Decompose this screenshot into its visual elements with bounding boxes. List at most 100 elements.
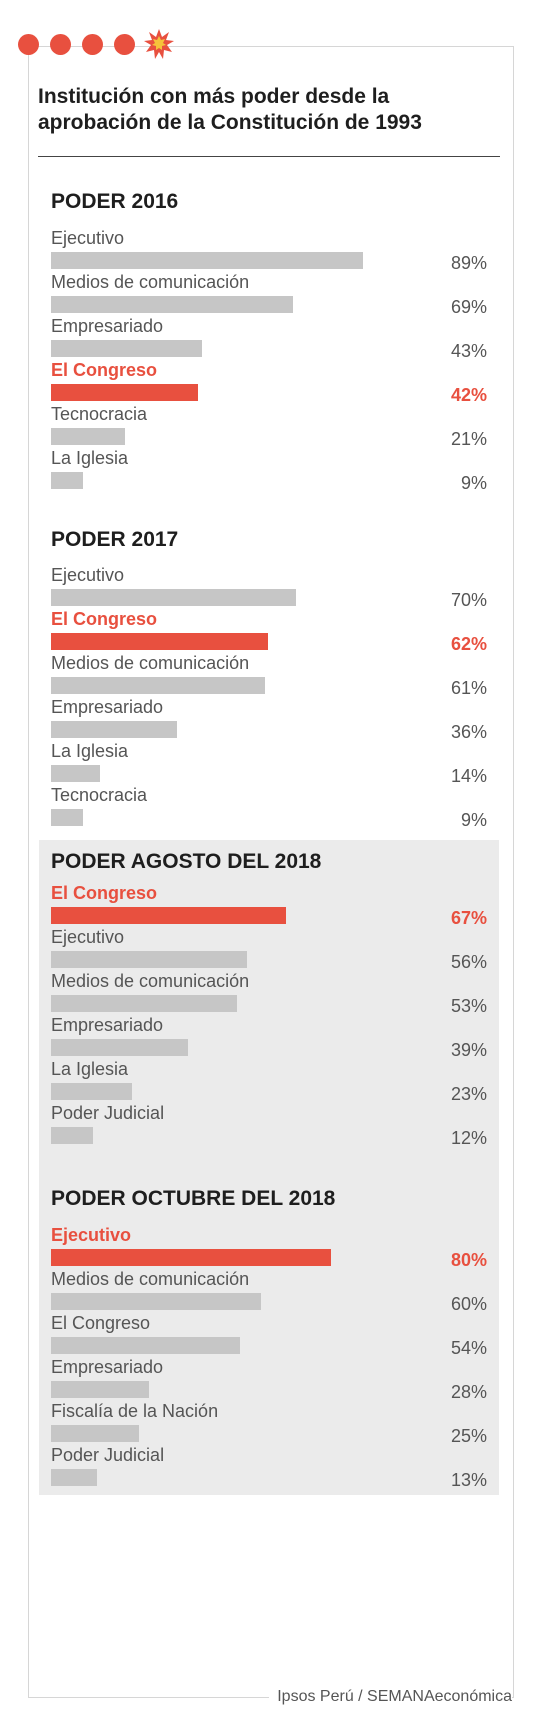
bar-row: Poder Judicial 12%	[51, 1103, 487, 1152]
value-label: 9%	[460, 473, 487, 493]
bar-row: Poder Judicial 13%	[51, 1445, 487, 1494]
dot-icon	[50, 33, 71, 55]
bar-row: El Congreso 42%	[51, 360, 487, 409]
value-label: 9%	[460, 810, 487, 830]
bar	[51, 1469, 97, 1486]
category-label: Ejecutivo	[51, 228, 125, 248]
bar-row: El Congreso 67%	[51, 883, 487, 932]
value-label: 67%	[450, 908, 487, 928]
category-label: La Iglesia	[51, 448, 129, 468]
bar	[51, 428, 125, 445]
bar	[51, 472, 83, 489]
category-label: El Congreso	[51, 609, 158, 629]
category-label: Empresariado	[51, 697, 164, 717]
chart-section: PODER 2017 Ejecutivo 70% El Congreso 62% Medi…	[39, 510, 499, 830]
dot-icon	[82, 33, 103, 55]
bar	[51, 765, 100, 782]
bar	[51, 633, 268, 650]
category-label: El Congreso	[51, 883, 158, 903]
bar-row: Fiscalía de la Nación 25%	[51, 1401, 487, 1450]
bar	[51, 907, 286, 924]
value-label: 62%	[450, 634, 487, 654]
bar-row: Empresariado 39%	[51, 1015, 487, 1064]
bar-row: Ejecutivo 70%	[51, 565, 487, 614]
bar-row: Empresariado 43%	[51, 316, 487, 365]
bar	[51, 1083, 132, 1100]
value-label: 42%	[450, 385, 487, 405]
category-label: Tecnocracia	[51, 404, 148, 424]
bar	[51, 340, 202, 357]
category-label: Ejecutivo	[51, 1225, 132, 1245]
value-label: 14%	[450, 766, 487, 786]
bar-row: La Iglesia 23%	[51, 1059, 487, 1108]
bar-row: Tecnocracia 21%	[51, 404, 487, 453]
category-label: La Iglesia	[51, 741, 129, 761]
chart-title: PODER 2017	[51, 528, 179, 551]
chart-title: PODER 2016	[51, 190, 179, 213]
value-label: 54%	[450, 1338, 487, 1358]
bar-row: La Iglesia 9%	[51, 448, 487, 497]
header-dots	[18, 29, 174, 59]
value-label: 56%	[450, 952, 487, 972]
bar	[51, 1337, 240, 1354]
bar	[51, 296, 293, 313]
value-label: 23%	[450, 1084, 487, 1104]
bar-row: Ejecutivo 80%	[51, 1225, 487, 1274]
bar	[51, 1127, 93, 1144]
value-label: 28%	[450, 1382, 487, 1402]
chart-title: PODER OCTUBRE DEL 2018	[51, 1187, 336, 1210]
bar-row: Ejecutivo 56%	[51, 927, 487, 976]
bar	[51, 677, 265, 694]
bar	[51, 1381, 149, 1398]
chart-section: PODER OCTUBRE DEL 2018 Ejecutivo 80% Medios…	[39, 1173, 499, 1495]
bar	[51, 384, 198, 401]
bar-row: Medios de comunicación 53%	[51, 971, 487, 1020]
value-label: 53%	[450, 996, 487, 1016]
bar-row: Medios de comunicación 61%	[51, 653, 487, 702]
category-label: Medios de comunicación	[51, 1269, 250, 1289]
bar-row: Medios de comunicación 69%	[51, 272, 487, 321]
bar	[51, 809, 83, 826]
category-label: Empresariado	[51, 1357, 164, 1377]
value-label: 69%	[450, 297, 487, 317]
title-divider	[38, 156, 500, 157]
bar	[51, 951, 247, 968]
value-label: 25%	[450, 1426, 487, 1446]
page-title: Institución con más poder desde la aprob…	[38, 85, 422, 134]
category-label: Empresariado	[51, 1015, 164, 1035]
bar-row: El Congreso 62%	[51, 609, 487, 658]
value-label: 12%	[450, 1128, 487, 1148]
value-label: 89%	[450, 253, 487, 273]
bar-row: Empresariado 36%	[51, 697, 487, 746]
category-label: Ejecutivo	[51, 927, 125, 947]
bar-row: Medios de comunicación 60%	[51, 1269, 487, 1318]
value-label: 70%	[450, 590, 487, 610]
bar-row: Empresariado 28%	[51, 1357, 487, 1406]
value-label: 80%	[450, 1250, 487, 1270]
value-label: 43%	[450, 341, 487, 361]
category-label: Poder Judicial	[51, 1445, 165, 1465]
category-label: El Congreso	[51, 360, 158, 380]
value-label: 39%	[450, 1040, 487, 1060]
value-label: 61%	[450, 678, 487, 698]
bar	[51, 589, 296, 606]
bar-row: El Congreso 54%	[51, 1313, 487, 1362]
bar	[51, 995, 237, 1012]
category-label: Tecnocracia	[51, 785, 148, 805]
bar	[51, 1249, 331, 1266]
chart-section: PODER 2016 Ejecutivo 89% Medios de comunica…	[39, 172, 499, 493]
category-label: Fiscalía de la Nación	[51, 1401, 219, 1421]
source-credit: Ipsos Perú / SEMANAeconómica	[269, 1688, 512, 1706]
bar-row: La Iglesia 14%	[51, 741, 487, 790]
chart-section: PODER AGOSTO DEL 2018 El Congreso 67% Ejecu…	[39, 840, 499, 1173]
chart-title: PODER AGOSTO DEL 2018	[51, 850, 322, 873]
value-label: 13%	[450, 1470, 487, 1490]
category-label: El Congreso	[51, 1313, 151, 1333]
bar	[51, 252, 363, 269]
value-label: 60%	[450, 1294, 487, 1314]
dot-icon	[114, 33, 135, 55]
dot-icon	[18, 33, 39, 55]
category-label: La Iglesia	[51, 1059, 129, 1079]
value-label: 36%	[450, 722, 487, 742]
starburst-icon	[144, 29, 174, 59]
